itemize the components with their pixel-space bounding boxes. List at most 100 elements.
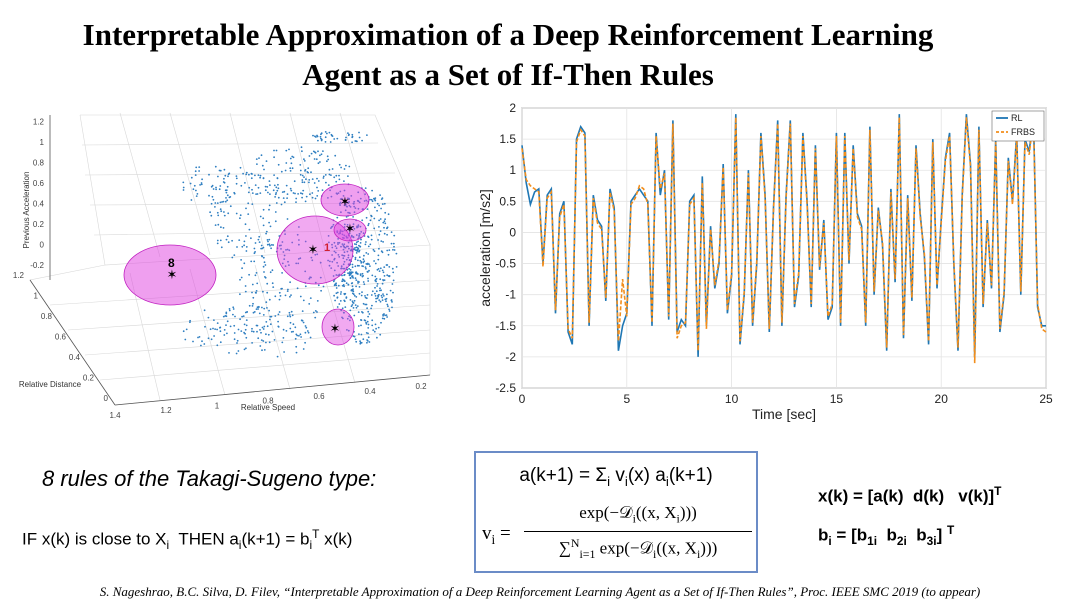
scatter-point: [345, 282, 348, 285]
scatter-point: [320, 289, 322, 292]
scatter-point: [387, 305, 389, 308]
scatter-point: [190, 176, 193, 179]
scatter-point: [283, 254, 286, 257]
scatter-point: [245, 347, 247, 350]
scatter-point: [251, 173, 253, 175]
y-tick-label: 0.2: [83, 374, 95, 383]
scatter-point: [226, 235, 229, 238]
scatter-point: [361, 311, 363, 313]
scatter-point: [352, 290, 355, 293]
scatter-point: [351, 282, 354, 284]
scatter-point: [277, 183, 279, 186]
scatter-point: [360, 319, 363, 322]
scatter-point: [255, 158, 258, 160]
scatter-point: [354, 247, 356, 249]
scatter-point: [250, 177, 253, 180]
scatter-point: [366, 340, 369, 342]
then-sub: i: [238, 538, 242, 553]
scatter-point: [216, 344, 219, 347]
scatter-point: [289, 321, 292, 324]
scatter-point: [292, 156, 295, 159]
scatter-point: [395, 266, 398, 268]
scatter-point: [355, 279, 358, 281]
scatter-point: [214, 165, 217, 168]
scatter-point: [222, 315, 225, 318]
scatter-point: [351, 285, 354, 288]
scatter-point: [350, 228, 353, 231]
scatter-point: [370, 234, 373, 237]
scatter-point: [189, 319, 192, 322]
scatter-point: [271, 269, 274, 272]
scatter-point: [216, 239, 219, 242]
bi-mid3: b: [906, 525, 927, 545]
scatter-point: [325, 181, 327, 184]
scatter-point: [291, 167, 294, 170]
scatter-point: [359, 274, 362, 277]
x-axis-title: Time [sec]: [752, 406, 816, 422]
scatter-point: [317, 284, 320, 287]
scatter-point: [247, 202, 250, 205]
scatter-point: [335, 287, 338, 289]
scatter-point: [262, 314, 265, 316]
scatter-point: [391, 283, 394, 285]
scatter-point: [286, 197, 288, 199]
scatter-point: [333, 176, 336, 179]
scatter-point: [245, 207, 247, 210]
den-sup: N: [570, 536, 580, 550]
scatter-point: [314, 135, 316, 138]
scatter-point: [360, 294, 363, 297]
scatter-point: [232, 308, 235, 310]
scatter-point: [348, 274, 351, 277]
scatter-point: [262, 177, 265, 180]
num-sub: i: [632, 511, 636, 526]
scatter-point: [258, 241, 261, 244]
scatter-point: [273, 149, 275, 152]
scatter-point: [262, 208, 265, 211]
scatter-point: [374, 295, 377, 297]
scatter-point: [386, 303, 389, 306]
scatter-point: [355, 243, 358, 246]
scatter-point: [336, 137, 339, 140]
scatter-point: [285, 184, 288, 187]
scatter-point: [310, 256, 313, 259]
scatter-point: [286, 193, 289, 195]
scatter-point: [233, 324, 236, 327]
scatter-point: [217, 175, 219, 178]
scatter-point: [308, 277, 311, 280]
scatter-point: [353, 243, 356, 245]
scatter-point: [268, 238, 271, 241]
scatter-point: [227, 175, 229, 178]
scatter-point: [353, 299, 356, 302]
scatter-point: [376, 283, 379, 285]
scatter-point: [350, 305, 353, 308]
scatter-point: [338, 303, 341, 305]
scatter-point: [358, 234, 361, 237]
scatter-point: [355, 271, 358, 273]
scatter-point: [319, 276, 322, 279]
scatter-point: [314, 316, 317, 319]
scatter-point: [314, 151, 316, 153]
scatter-point: [347, 132, 349, 134]
scatter-point: [367, 336, 370, 339]
cluster-center-star: ✶: [345, 222, 356, 237]
scatter-point: [293, 180, 296, 183]
scatter-point: [224, 189, 227, 192]
scatter-point: [338, 174, 340, 177]
scatter-point: [302, 321, 305, 324]
scatter-point: [334, 245, 337, 248]
scatter-point: [375, 300, 377, 303]
scatter-point: [281, 287, 283, 290]
scatter-point: [367, 310, 370, 313]
scatter-point: [314, 197, 317, 200]
scatter-point: [352, 288, 354, 291]
scatter-point: [326, 160, 328, 163]
scatter-point: [281, 272, 283, 274]
scatter-point: [373, 217, 376, 220]
scatter-point: [378, 233, 381, 236]
cluster-ellipse-top: [320, 183, 370, 217]
scatter-point: [355, 234, 358, 236]
cluster-3d-scatter: -0.200.20.40.60.811.2 00.20.40.60.811.2 …: [13, 112, 431, 420]
scatter-point: [267, 191, 269, 194]
scatter-point: [361, 219, 364, 222]
scatter-point: [307, 167, 310, 170]
